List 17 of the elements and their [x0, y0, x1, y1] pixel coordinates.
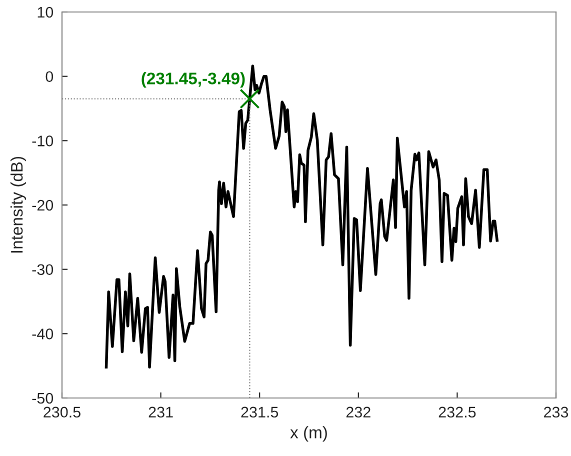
y-tick-label: -50 [32, 392, 54, 404]
line-series [104, 64, 499, 369]
x-tick-label: 230.5 [44, 406, 80, 418]
y-tick-label: 10 [38, 6, 54, 18]
y-tick-label: -20 [32, 200, 54, 211]
y-tick-label: -10 [32, 136, 54, 146]
y-tick-label: 0 [46, 71, 54, 82]
x-tick-label: 233 [544, 406, 568, 418]
y-tick-label: -40 [32, 328, 54, 340]
x-axis-title: x (m) [290, 426, 327, 442]
y-axis-title: Intensity (dB) [10, 156, 26, 253]
x-tick-label: 231 [148, 406, 173, 418]
x-tick-label: 231.5 [241, 406, 278, 418]
y-tick-label: -30 [32, 264, 54, 276]
x-tick-label: 232 [346, 406, 370, 418]
annotation: (231.45,-3.49) [142, 72, 245, 88]
x-tick-label: 232.5 [438, 406, 476, 418]
